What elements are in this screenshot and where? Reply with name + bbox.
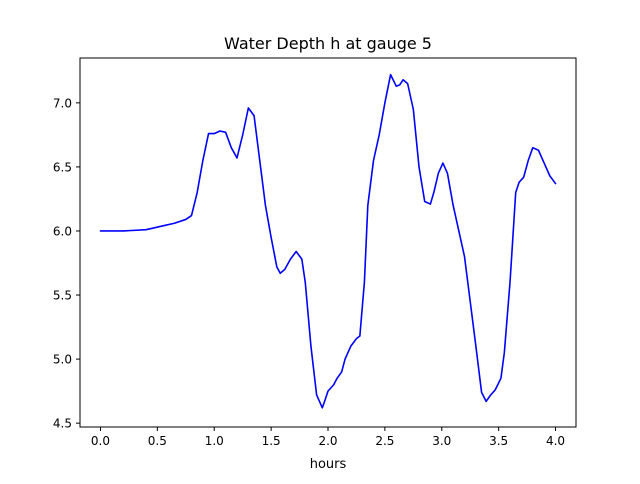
y-tick-label: 6.5	[53, 160, 72, 174]
y-tick-label: 5.5	[53, 289, 72, 303]
y-tick-label: 5.0	[53, 353, 72, 367]
x-tick-label: 4.0	[546, 434, 565, 448]
x-tick-label: 0.0	[91, 434, 110, 448]
series-line-0	[99, 73, 557, 409]
x-tick-label: 1.0	[205, 434, 224, 448]
x-tick-label: 2.0	[318, 434, 337, 448]
x-tick-label: 2.5	[375, 434, 394, 448]
x-tick-label: 0.5	[148, 434, 167, 448]
y-tick-label: 7.0	[53, 96, 72, 110]
x-tick-label: 3.0	[432, 434, 451, 448]
x-axis-label: hours	[310, 457, 347, 472]
y-tick-label: 6.0	[53, 224, 72, 238]
x-tick-label: 3.5	[489, 434, 508, 448]
x-tick-label: 1.5	[262, 434, 281, 448]
y-tick-label: 4.5	[53, 417, 72, 431]
plot-area: 0.0 0.5 1.0 1.5 2.0 2.5 3.0 3.5 4.0 4.5 5.0 5.5 6.0 6…	[53, 57, 577, 448]
chart-title: Water Depth h at gauge 5	[224, 34, 432, 53]
